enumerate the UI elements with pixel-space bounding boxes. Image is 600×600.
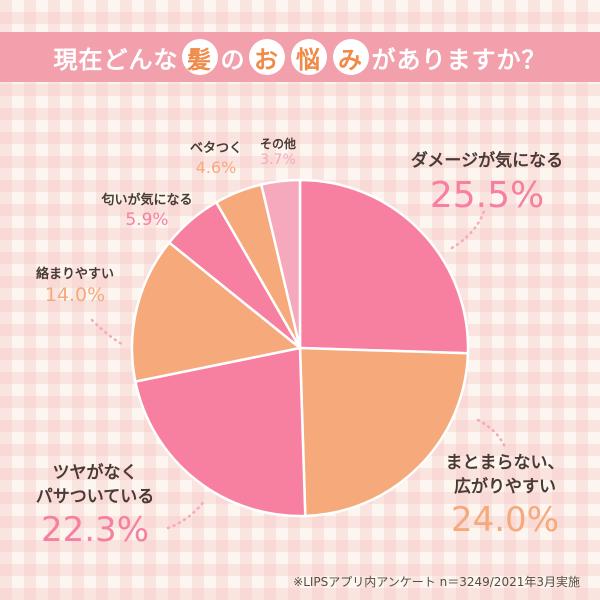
label-tangle-name: 絡まりやすい (35, 267, 114, 282)
label-dry-value: 22.3% (40, 509, 149, 550)
label-tangle: 絡まりやすい 14.0% (20, 266, 130, 306)
page-title: 現在どんな 髪 の お 悩 み がありますか？ (0, 32, 600, 82)
label-sticky: ベタつく 4.6% (180, 140, 252, 177)
title-badge-2: お (248, 39, 285, 75)
label-frizz-name-2: 広がりやすい (454, 476, 556, 497)
pie-slice-dry (133, 346, 307, 518)
label-sticky-name: ベタつく (189, 141, 242, 156)
pie-slice-tangle (130, 240, 303, 384)
pie-slice-frizz (298, 346, 470, 518)
title-before: 現在どんな (53, 45, 179, 74)
title-badge-1: 髪 (181, 39, 218, 75)
footnote: ※LIPSアプリ内アンケート n＝3249/2021年3月実施 (293, 575, 580, 589)
label-frizz: まとまらない、 広がりやすい 24.0% (430, 452, 580, 540)
label-frizz-name-1: まとまらない、 (445, 453, 565, 473)
label-tangle-value: 14.0% (44, 283, 106, 306)
leader-frizz (476, 418, 508, 452)
label-smell-value: 5.9% (125, 209, 169, 230)
pie-slices (130, 178, 470, 518)
label-other-value: 3.7% (260, 152, 296, 169)
label-other: その他 3.7% (250, 136, 306, 169)
pie-slice-damage (298, 178, 470, 355)
label-damage-name: ダメージが気になる (410, 151, 564, 171)
label-sticky-value: 4.6% (195, 157, 237, 177)
label-damage-value: 25.5% (429, 174, 545, 216)
leader-dry (166, 498, 207, 530)
title-after: がありますか？ (371, 45, 547, 74)
label-dry-name-1: ツヤがなく (52, 463, 138, 483)
title-middle: の (220, 45, 246, 74)
label-frizz-value: 24.0% (450, 499, 559, 540)
leader-tangle (90, 318, 126, 347)
leader-lines (90, 206, 508, 530)
label-dry-name-2: パサついている (35, 486, 155, 507)
title-badge-3: 悩 (290, 39, 327, 75)
pie-slice-other (259, 178, 302, 349)
label-damage: ダメージが気になる 25.5% (404, 150, 570, 217)
label-dry: ツヤがなく パサついている 22.3% (22, 462, 168, 550)
title-badge-4: み (332, 39, 369, 75)
label-smell: 匂いが気になる 5.9% (92, 192, 202, 230)
label-other-name: その他 (259, 137, 296, 151)
leader-damage (450, 206, 487, 250)
label-smell-name: 匂いが気になる (101, 193, 193, 208)
